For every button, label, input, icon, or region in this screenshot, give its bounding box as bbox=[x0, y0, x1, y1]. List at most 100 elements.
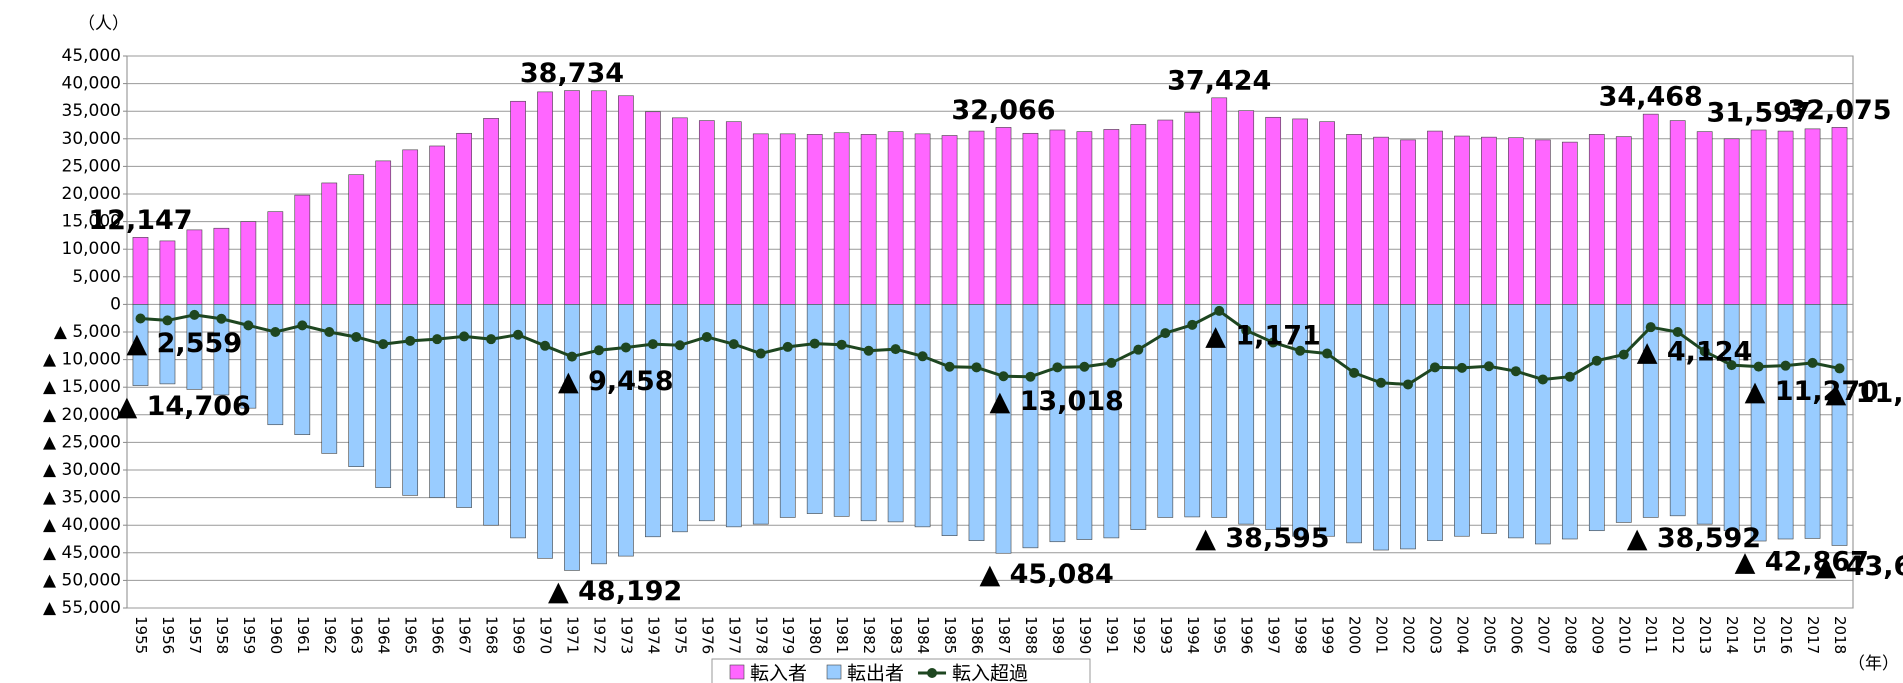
data-label: ▲ 11,270 bbox=[1745, 376, 1879, 407]
bar bbox=[483, 118, 499, 305]
bar bbox=[698, 120, 715, 305]
line-marker bbox=[620, 342, 631, 353]
bar bbox=[1454, 304, 1470, 537]
bar bbox=[1508, 304, 1524, 539]
bar bbox=[267, 211, 284, 305]
data-label: ▲ 13,018 bbox=[989, 386, 1123, 417]
x-tick-label: 1970 bbox=[537, 616, 555, 654]
x-tick-label: 1984 bbox=[914, 616, 932, 654]
x-tick-label: 2005 bbox=[1480, 616, 1498, 654]
x-tick-label: 1996 bbox=[1238, 616, 1256, 654]
line-marker bbox=[1564, 371, 1575, 382]
line-marker bbox=[890, 344, 901, 355]
bar bbox=[645, 111, 661, 305]
bar bbox=[564, 90, 580, 305]
line-marker bbox=[459, 331, 470, 342]
line-marker bbox=[809, 338, 820, 349]
x-tick-label: 2012 bbox=[1669, 616, 1687, 654]
line-marker bbox=[1268, 337, 1279, 348]
bar bbox=[995, 127, 1012, 305]
bar bbox=[1561, 141, 1578, 305]
y-tick-label: 45,000 bbox=[62, 46, 121, 66]
bar bbox=[1076, 131, 1093, 305]
bar bbox=[429, 304, 445, 498]
bar bbox=[1400, 304, 1416, 550]
legend-box bbox=[711, 658, 1091, 683]
bar bbox=[186, 229, 203, 305]
bar bbox=[186, 304, 203, 390]
y-tick-label: ▲ 55,000 bbox=[43, 598, 121, 618]
line-marker bbox=[1106, 357, 1117, 368]
line-marker bbox=[1834, 363, 1845, 374]
bar bbox=[240, 304, 257, 409]
line-marker bbox=[1187, 319, 1198, 330]
bar bbox=[1319, 304, 1335, 537]
line-marker bbox=[1807, 357, 1818, 368]
x-tick-label: 1969 bbox=[510, 616, 528, 654]
x-tick-label: 1978 bbox=[752, 616, 770, 654]
bar bbox=[348, 174, 365, 305]
bar bbox=[645, 304, 661, 538]
bar bbox=[1022, 304, 1039, 549]
bar bbox=[1184, 112, 1201, 305]
line-marker bbox=[1483, 361, 1494, 372]
bar bbox=[1535, 139, 1551, 305]
bar bbox=[914, 133, 931, 305]
x-tick-label: 2014 bbox=[1723, 616, 1741, 654]
bar bbox=[1373, 304, 1389, 551]
y-tick-label: 35,000 bbox=[62, 101, 121, 121]
bar bbox=[1130, 124, 1147, 305]
bar bbox=[1831, 127, 1848, 305]
line-marker bbox=[1672, 327, 1683, 337]
y-tick-label: 20,000 bbox=[62, 184, 121, 204]
bar bbox=[941, 135, 958, 305]
y-tick-label: ▲ 40,000 bbox=[43, 515, 121, 535]
x-tick-label: 1977 bbox=[725, 616, 743, 654]
y-unit: （人） bbox=[78, 14, 129, 34]
data-label: 32,075 bbox=[1787, 95, 1891, 126]
bar bbox=[1454, 135, 1470, 305]
x-tick-label: 1964 bbox=[375, 616, 393, 654]
bar bbox=[1642, 304, 1659, 518]
bar bbox=[833, 132, 850, 305]
line-marker bbox=[1052, 362, 1063, 373]
line-marker bbox=[1537, 374, 1548, 385]
line-marker bbox=[755, 348, 766, 359]
bar bbox=[752, 304, 769, 525]
line-marker bbox=[971, 362, 982, 373]
data-label: ▲ 11,599 bbox=[1826, 378, 1903, 409]
bar bbox=[1588, 304, 1605, 532]
x-tick-label: 1983 bbox=[887, 616, 905, 654]
x-tick-label: 1992 bbox=[1130, 616, 1148, 654]
x-tick-label: 2004 bbox=[1453, 616, 1471, 654]
y-tick-label: ▲ 50,000 bbox=[43, 570, 121, 590]
bar bbox=[132, 304, 149, 386]
x-tick-label: 1960 bbox=[267, 616, 285, 654]
x-tick-label: 1957 bbox=[186, 616, 204, 654]
bar bbox=[995, 304, 1012, 554]
line-marker bbox=[1618, 349, 1629, 360]
bar bbox=[294, 304, 311, 435]
bar bbox=[968, 304, 985, 541]
legend-marker bbox=[927, 668, 938, 678]
data-label: ▲ 9,458 bbox=[558, 366, 674, 397]
bar bbox=[806, 304, 823, 514]
data-label: ▲ 42,867 bbox=[1735, 547, 1869, 578]
bar bbox=[860, 134, 877, 305]
bar bbox=[1750, 304, 1767, 542]
bar bbox=[1400, 139, 1416, 305]
bar bbox=[618, 95, 634, 305]
line-marker bbox=[405, 335, 416, 346]
data-label: ▲ 1,171 bbox=[1205, 320, 1321, 351]
bar bbox=[698, 304, 715, 522]
x-tick-label: 2018 bbox=[1831, 616, 1849, 654]
x-tick-label: 2009 bbox=[1588, 616, 1606, 654]
bar bbox=[267, 304, 284, 426]
line-marker bbox=[728, 339, 739, 350]
bar bbox=[483, 304, 499, 526]
line-marker bbox=[1591, 355, 1602, 366]
x-tick-label: 1968 bbox=[483, 616, 501, 654]
line-marker bbox=[1025, 371, 1036, 382]
bar bbox=[456, 132, 472, 305]
